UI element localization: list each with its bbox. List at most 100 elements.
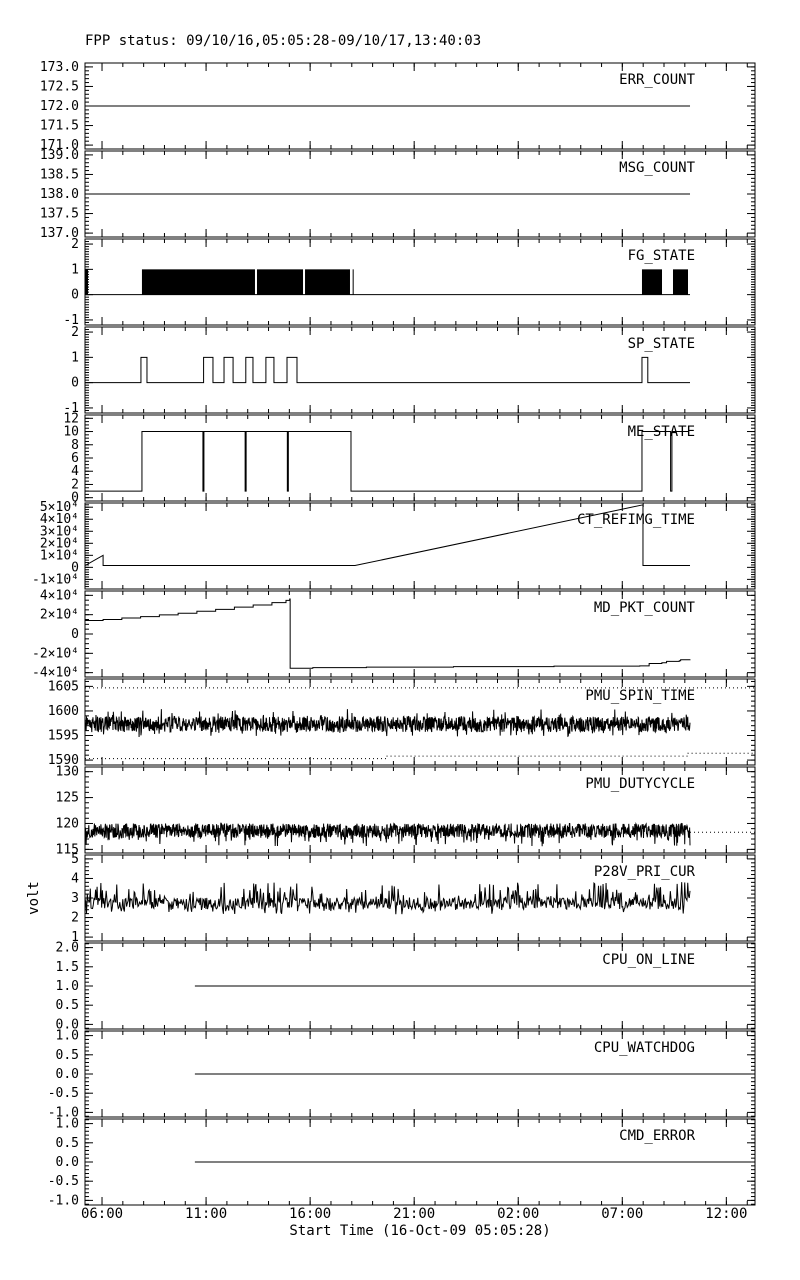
y-tick-label: 0	[71, 491, 79, 506]
y-tick-label: 138.5	[40, 167, 79, 182]
series-group	[85, 269, 691, 296]
panel-label-P28V_PRI_CUR: P28V_PRI_CUR	[594, 864, 696, 880]
panel-FG_STATE: 2 1 0 -1 FG_STATE	[63, 237, 756, 328]
y-tick-label: 3	[71, 891, 79, 906]
y-tick-label: 1.0	[56, 979, 79, 994]
y-tick-label: 173.0	[40, 60, 79, 75]
y-axis-label-volt: volt	[26, 881, 42, 915]
x-tick-label-16:00: 16:00	[289, 1206, 332, 1222]
series-group	[85, 356, 691, 384]
y-tick-label: 4×10⁴	[40, 588, 79, 603]
series-group	[85, 598, 691, 669]
y-tick-label: 0	[71, 288, 79, 303]
panel-label-PMU_DUTYCYCLE: PMU_DUTYCYCLE	[585, 776, 695, 792]
panel-label-FG_STATE: FG_STATE	[628, 248, 695, 264]
y-tick-label: 2×10⁴	[40, 536, 79, 551]
state-block	[672, 269, 688, 295]
series-ME_STATE	[85, 431, 688, 492]
series-SP_STATE	[85, 356, 691, 384]
y-tick-label: -1	[63, 313, 79, 328]
panel-MSG_COUNT: 139.0 138.5 138.0 137.5 137.0 MSG_COUNT	[40, 148, 756, 241]
y-tick-label: -1.0	[48, 1105, 79, 1120]
y-tick-label: 125	[56, 791, 79, 806]
y-tick-label: 4	[71, 871, 79, 886]
panel-label-CPU_WATCHDOG: CPU_WATCHDOG	[594, 1040, 695, 1056]
y-tick-label: 1	[71, 350, 79, 365]
panel-label-PMU_SPIN_TIME: PMU_SPIN_TIME	[585, 688, 695, 704]
y-tick-label: 138.0	[40, 187, 79, 202]
panel-CPU_ON_LINE: 2.0 1.5 1.0 0.5 0.0 CPU_ON_LINE	[56, 941, 756, 1032]
y-tick-label: -0.5	[48, 1174, 79, 1189]
y-tick-label: 171.5	[40, 119, 79, 134]
y-tick-label: 12	[63, 411, 79, 426]
y-tick-label: 0	[71, 560, 79, 575]
panel-label-MD_PKT_COUNT: MD_PKT_COUNT	[594, 600, 696, 616]
y-tick-label: 2	[71, 911, 79, 926]
y-tick-label: 172.5	[40, 79, 79, 94]
y-tick-label: 0.5	[56, 1136, 79, 1151]
state-block	[305, 269, 350, 295]
y-tick-label: 1	[71, 262, 79, 277]
y-tick-label: 137.5	[40, 207, 79, 222]
y-tick-label: 5×10⁴	[40, 500, 79, 515]
series-P28V_PRI_CUR	[85, 882, 691, 915]
series-group	[85, 687, 755, 760]
y-tick-label: 171.0	[40, 138, 79, 153]
x-tick-label-11:00: 11:00	[184, 1206, 228, 1222]
y-tick-label: -0.5	[48, 1086, 79, 1101]
y-tick-label: 1600	[48, 704, 79, 719]
panel-label-CT_REFIMG_TIME: CT_REFIMG_TIME	[577, 512, 695, 528]
series-PMU_DUTYCYCLE	[85, 822, 691, 847]
y-tick-label: 137.0	[40, 226, 79, 241]
series-group	[85, 822, 755, 847]
chart-title: FPP status: 09/10/16,05:05:28-09/10/17,1…	[85, 33, 482, 49]
y-tick-label: -1	[63, 401, 79, 416]
y-tick-label: 3×10⁴	[40, 524, 79, 539]
panel-PMU_DUTYCYCLE: 130 125 120 115 PMU_DUTYCYCLE	[56, 765, 756, 857]
panel-label-CMD_ERROR: CMD_ERROR	[619, 1128, 695, 1144]
series-PMU_SPIN_TIME	[85, 709, 691, 738]
y-tick-label: 2×10⁴	[40, 608, 79, 623]
y-tick-label: 1595	[48, 729, 79, 744]
y-tick-label: 4×10⁴	[40, 512, 79, 527]
panel-label-ME_STATE: ME_STATE	[628, 424, 695, 440]
panel-frame	[84, 678, 756, 766]
y-tick-label: 1×10⁴	[40, 548, 79, 563]
y-tick-label: 2	[71, 325, 79, 340]
y-tick-label: 0.0	[56, 1017, 79, 1032]
panel-MD_PKT_COUNT: 4×10⁴ 2×10⁴ 0 -2×10⁴ -4×10⁴ MD_PKT_COUNT	[32, 588, 756, 681]
y-tick-label: 8	[71, 438, 79, 453]
y-tick-label: 0	[71, 376, 79, 391]
y-tick-label: -2×10⁴	[32, 646, 79, 661]
y-tick-label: 4	[71, 464, 79, 479]
x-tick-label-02:00: 02:00	[497, 1206, 540, 1222]
y-tick-label: 1590	[48, 753, 79, 768]
panels: 173.0 172.5 172.0 171.5 171.0 ERR_COUNT 139.0 1…	[0, 60, 800, 1208]
y-tick-label: 6	[71, 451, 79, 466]
x-tick-label-07:00: 07:00	[601, 1206, 644, 1222]
state-block	[141, 269, 255, 295]
y-tick-label: 139.0	[40, 148, 79, 163]
x-tick-label-06:00: 06:00	[80, 1206, 124, 1222]
panel-CMD_ERROR: 1.0 0.5 0.0 -0.5 -1.0 CMD_ERROR	[48, 1117, 756, 1208]
y-tick-label: 10	[63, 425, 79, 440]
x-tick-label-12:00: 12:00	[705, 1206, 748, 1222]
y-tick-label: 1	[71, 930, 79, 945]
y-tick-label: 120	[56, 816, 79, 831]
y-tick-label: 172.0	[40, 99, 79, 114]
y-tick-label: 0.5	[56, 1048, 79, 1063]
series-group	[85, 882, 691, 915]
x-axis-title: Start Time (16-Oct-09 05:05:28)	[289, 1223, 551, 1239]
y-tick-label: 0	[71, 627, 79, 642]
y-tick-label: 2.0	[56, 941, 79, 956]
y-tick-label: 2	[71, 237, 79, 252]
panel-CPU_WATCHDOG: 1.0 0.5 0.0 -0.5 -1.0 CPU_WATCHDOG	[48, 1029, 756, 1120]
panel-frame	[84, 766, 756, 854]
x-tick-label-21:00: 21:00	[393, 1206, 436, 1222]
y-tick-label: -1.0	[48, 1193, 79, 1208]
y-tick-label: 0.5	[56, 998, 79, 1013]
y-tick-label: 115	[56, 842, 79, 857]
state-block	[256, 269, 304, 295]
state-block	[85, 269, 89, 295]
